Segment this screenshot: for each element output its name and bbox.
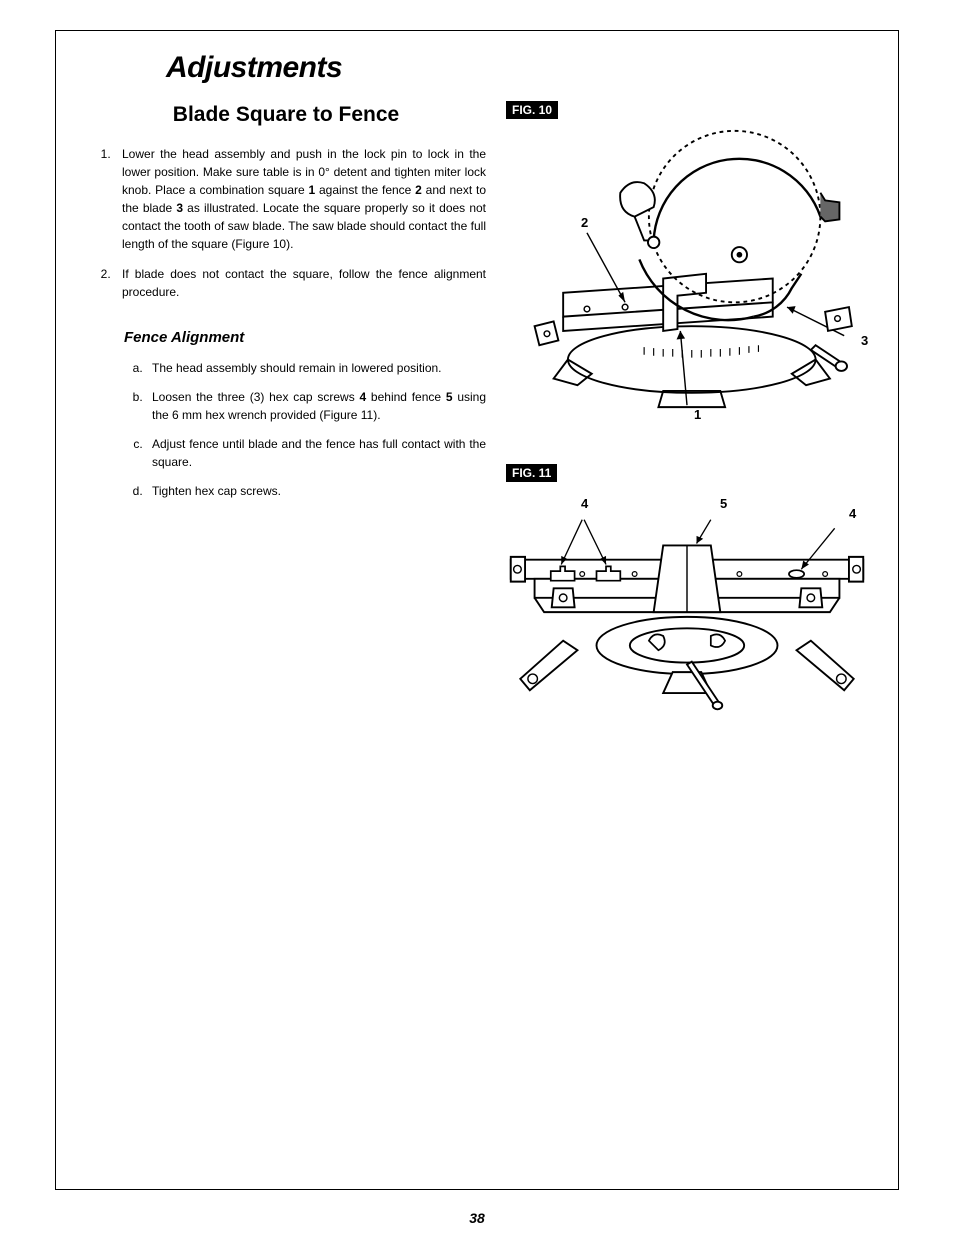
figure-10-image: 2 3 1 — [506, 119, 868, 419]
figure-11-image: 4 5 4 — [506, 482, 868, 747]
content-columns: Adjustments Blade Square to Fence Lower … — [86, 51, 868, 792]
list-item: Loosen the three (3) hex cap screws 4 be… — [146, 389, 486, 424]
figure-column: FIG. 10 — [506, 51, 868, 792]
callout-4a: 4 — [581, 496, 588, 511]
list-item: If blade does not contact the square, fo… — [114, 265, 486, 301]
callout-2: 2 — [581, 215, 588, 230]
figure-label: FIG. 11 — [506, 464, 557, 482]
callout-5: 5 — [720, 496, 727, 511]
figure-11: FIG. 11 — [506, 464, 868, 747]
callout-1: 1 — [694, 407, 701, 422]
list-item: The head assembly should remain in lower… — [146, 360, 486, 377]
fence-top-view-icon — [506, 482, 868, 747]
figure-10: FIG. 10 — [506, 101, 868, 419]
figure-label: FIG. 10 — [506, 101, 558, 119]
list-item: Tighten hex cap screws. — [146, 483, 486, 500]
sub-section-title: Fence Alignment — [124, 329, 486, 346]
list-item: Lower the head assembly and push in the … — [114, 145, 486, 253]
callout-4b: 4 — [849, 506, 856, 521]
text-column: Adjustments Blade Square to Fence Lower … — [86, 51, 486, 792]
page-frame: Adjustments Blade Square to Fence Lower … — [55, 30, 899, 1190]
sub-ordered-list: The head assembly should remain in lower… — [86, 360, 486, 500]
main-ordered-list: Lower the head assembly and push in the … — [86, 145, 486, 301]
callout-3: 3 — [861, 333, 868, 348]
miter-saw-icon — [506, 119, 868, 419]
main-title: Adjustments — [166, 51, 486, 85]
section-title: Blade Square to Fence — [86, 103, 486, 127]
list-item: Adjust fence until blade and the fence h… — [146, 436, 486, 471]
page-number: 38 — [0, 1210, 954, 1226]
